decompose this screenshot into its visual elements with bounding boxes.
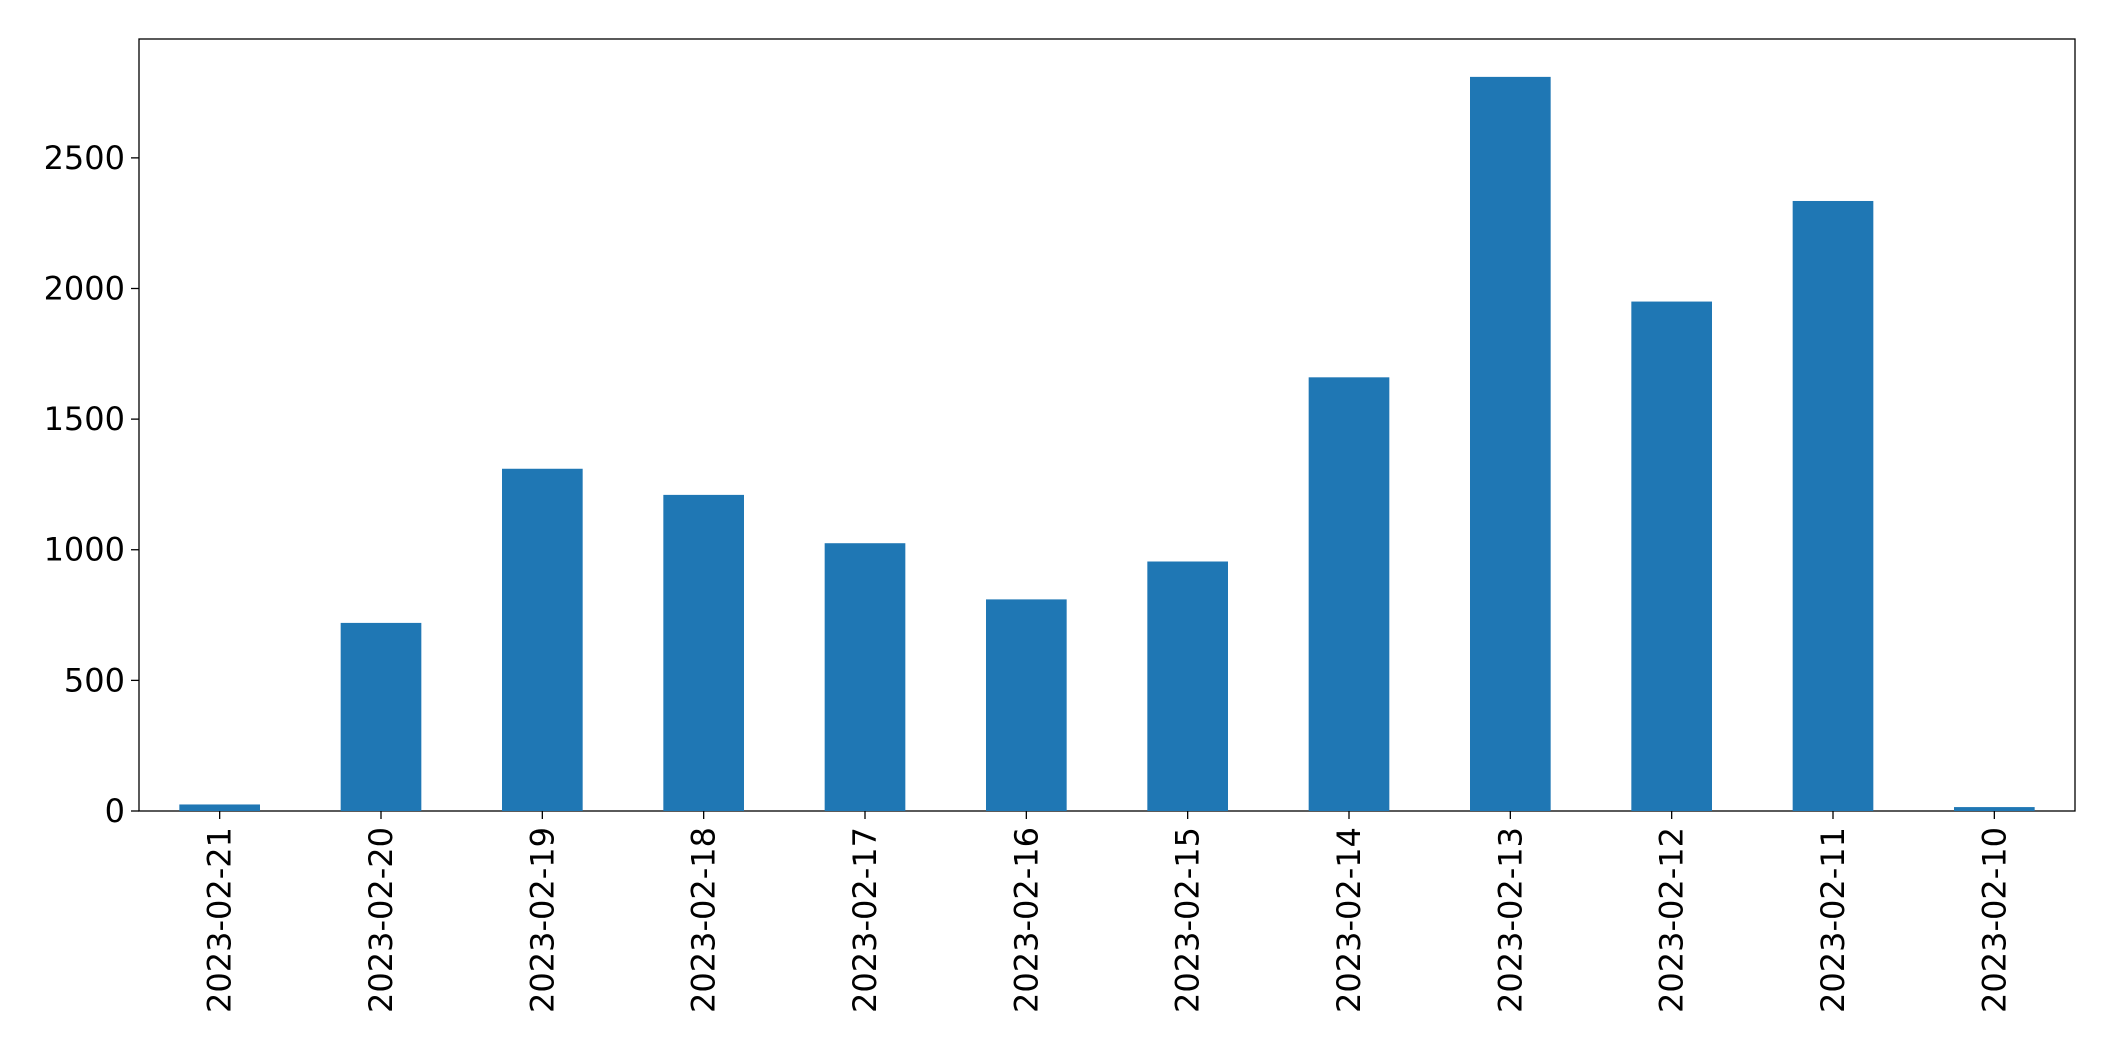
y-tick-label: 0: [105, 792, 125, 830]
y-tick-label: 1500: [44, 400, 125, 438]
bar: [179, 804, 260, 811]
x-tick-label: 2023-02-12: [1653, 827, 1691, 1013]
x-tick-label: 2023-02-18: [685, 827, 723, 1013]
bar: [502, 468, 583, 811]
x-tick-label: 2023-02-19: [523, 827, 561, 1013]
bar: [1954, 807, 2035, 811]
bar: [986, 599, 1067, 811]
x-tick-label: 2023-02-16: [1007, 827, 1045, 1013]
bar: [1470, 76, 1551, 812]
y-tick-label: 2500: [44, 139, 125, 177]
x-tick-label: 2023-02-13: [1491, 827, 1529, 1013]
x-tick-label: 2023-02-11: [1814, 827, 1852, 1013]
x-tick-label: 2023-02-21: [201, 827, 239, 1013]
x-tick-label: 2023-02-17: [846, 827, 884, 1013]
x-tick-label: 2023-02-20: [362, 827, 400, 1013]
x-tick-label: 2023-02-14: [1330, 827, 1368, 1013]
x-tick-label: 2023-02-15: [1169, 827, 1207, 1013]
bar: [1631, 301, 1712, 811]
bar: [824, 543, 906, 811]
bar: [1147, 561, 1228, 811]
bar: [1308, 377, 1390, 811]
y-tick-label: 2000: [44, 269, 125, 307]
bar: [663, 494, 744, 811]
bar: [340, 622, 422, 811]
x-tick-label: 2023-02-10: [1975, 827, 2013, 1013]
y-tick-label: 1000: [44, 531, 125, 569]
bar: [1792, 200, 1874, 811]
plot-frame: [138, 38, 2076, 812]
y-tick-label: 500: [64, 661, 125, 699]
